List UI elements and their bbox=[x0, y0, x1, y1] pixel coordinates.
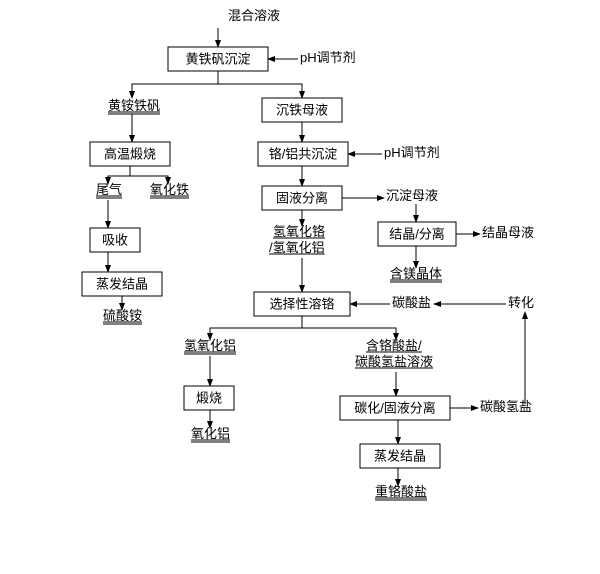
label-crSolute1: 含铬酸盐/ bbox=[366, 338, 422, 353]
label-alOH: /氢氧化铝 bbox=[269, 240, 325, 255]
node-crOH: 氢氧化铬 bbox=[273, 224, 325, 239]
label-ph1: pH调节剂 bbox=[300, 50, 356, 65]
label-al2o3: 氧化铝 bbox=[191, 426, 230, 441]
label-crystMom: 结晶母液 bbox=[482, 225, 534, 240]
label-solidLiq1: 固液分离 bbox=[276, 191, 328, 206]
node-alOH: /氢氧化铝 bbox=[269, 240, 325, 255]
node-precipMom: 沉淀母液 bbox=[386, 188, 438, 203]
node-calcine: 高温煅烧 bbox=[90, 142, 170, 166]
label-evap1: 蒸发结晶 bbox=[96, 277, 148, 292]
node-dichromate: 重铬酸盐 bbox=[375, 484, 427, 500]
label-fe_precip: 黄铁矾沉淀 bbox=[185, 52, 250, 67]
node-carbonate: 碳酸盐 bbox=[392, 295, 431, 310]
label-feOxide: 氧化铁 bbox=[150, 182, 189, 197]
label-carbSep: 碳化/固液分离 bbox=[354, 401, 436, 416]
label-crSolute2: 碳酸氢盐溶液 bbox=[355, 354, 433, 369]
label-dichromate: 重铬酸盐 bbox=[375, 484, 427, 499]
label-transform: 转化 bbox=[508, 295, 534, 310]
node-crSolute1: 含铬酸盐/ bbox=[366, 338, 422, 353]
node-ph1: pH调节剂 bbox=[300, 50, 356, 65]
label-crOH: 氢氧化铬 bbox=[273, 224, 325, 239]
node-evap1: 蒸发结晶 bbox=[82, 272, 162, 296]
label-calcine2: 煅烧 bbox=[196, 391, 222, 406]
node-calcine2: 煅烧 bbox=[184, 386, 234, 410]
node-crAlCo: 铬/铝共沉淀 bbox=[258, 142, 348, 166]
label-selDiss: 选择性溶铬 bbox=[269, 297, 334, 312]
node-selDiss: 选择性溶铬 bbox=[254, 292, 350, 316]
edge-fe_precip-to-tieMother bbox=[218, 71, 302, 98]
node-transform: 转化 bbox=[508, 295, 534, 310]
node-feOxide: 氧化铁 bbox=[150, 182, 189, 198]
node-ammFeKuang: 黄铵铁矾 bbox=[108, 98, 160, 114]
label-tailgas: 尾气 bbox=[96, 182, 122, 197]
label-ph2: pH调节剂 bbox=[384, 145, 440, 160]
edge-fe_precip-to-ammFeKuang bbox=[132, 71, 218, 98]
label-tieMother: 沉铁母液 bbox=[276, 103, 328, 118]
label-carbonate: 碳酸盐 bbox=[392, 295, 431, 310]
node-carbSep: 碳化/固液分离 bbox=[340, 396, 450, 420]
label-evap2: 蒸发结晶 bbox=[374, 449, 426, 464]
node-cryst1: 结晶/分离 bbox=[378, 222, 456, 246]
node-solidLiq1: 固液分离 bbox=[262, 186, 342, 210]
edge-selDiss-to-alOH2 bbox=[210, 316, 302, 340]
node-tailgas: 尾气 bbox=[96, 182, 122, 198]
node-ph2: pH调节剂 bbox=[384, 145, 440, 160]
label-mix: 混合溶液 bbox=[228, 8, 280, 23]
node-crystMom: 结晶母液 bbox=[482, 225, 534, 240]
node-absorb: 吸收 bbox=[90, 228, 140, 252]
label-cryst1: 结晶/分离 bbox=[389, 227, 445, 242]
label-absorb: 吸收 bbox=[102, 233, 128, 248]
node-bicarb: 碳酸氢盐 bbox=[480, 399, 532, 414]
label-ammFeKuang: 黄铵铁矾 bbox=[108, 98, 160, 113]
label-crAlCo: 铬/铝共沉淀 bbox=[269, 147, 338, 162]
node-alOH2: 氢氧化铝 bbox=[184, 338, 236, 354]
node-ammSulf: 硫酸铵 bbox=[103, 308, 142, 324]
edge-selDiss-to-crSolute1 bbox=[302, 316, 396, 340]
node-mgCrystal: 含镁晶体 bbox=[390, 266, 442, 282]
node-fe_precip: 黄铁矾沉淀 bbox=[168, 47, 268, 71]
label-bicarb: 碳酸氢盐 bbox=[480, 399, 532, 414]
node-al2o3: 氧化铝 bbox=[191, 426, 230, 442]
node-crSolute2: 碳酸氢盐溶液 bbox=[355, 354, 433, 369]
node-tieMother: 沉铁母液 bbox=[262, 98, 342, 122]
label-precipMom: 沉淀母液 bbox=[386, 188, 438, 203]
node-evap2: 蒸发结晶 bbox=[360, 444, 440, 468]
node-mix: 混合溶液 bbox=[228, 8, 280, 23]
label-mgCrystal: 含镁晶体 bbox=[390, 266, 442, 281]
label-alOH2: 氢氧化铝 bbox=[184, 338, 236, 353]
label-calcine: 高温煅烧 bbox=[104, 147, 156, 162]
label-ammSulf: 硫酸铵 bbox=[103, 308, 142, 323]
